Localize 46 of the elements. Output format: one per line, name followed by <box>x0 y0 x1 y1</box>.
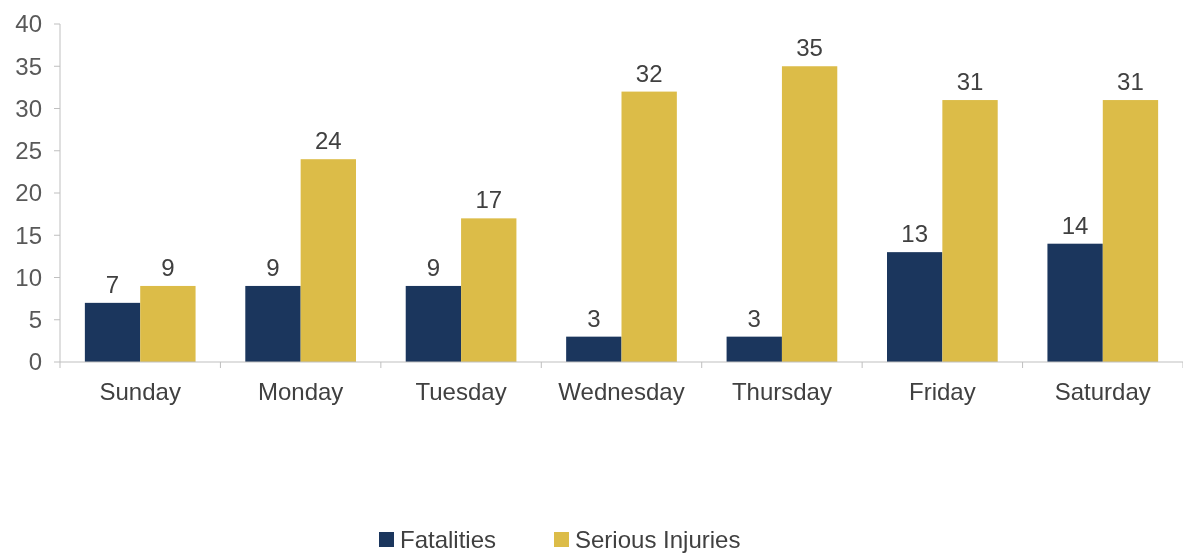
bar <box>461 218 517 362</box>
data-label: 14 <box>1061 211 1089 239</box>
bar <box>621 91 677 362</box>
bar <box>300 159 356 362</box>
legend-label: Fatalities <box>400 526 497 554</box>
bar <box>140 285 196 362</box>
data-label: 9 <box>266 253 280 281</box>
y-tick-label: 20 <box>15 179 42 207</box>
data-label: 35 <box>796 34 823 62</box>
x-tick-label: Friday <box>909 378 976 405</box>
data-label: 9 <box>161 253 175 281</box>
bar <box>781 66 838 362</box>
y-tick-label: 30 <box>15 94 42 122</box>
x-tick-label: Wednesday <box>558 378 685 405</box>
data-label: 9 <box>426 253 441 281</box>
data-label: 31 <box>1117 68 1144 96</box>
bar <box>726 336 782 362</box>
y-tick-label: 40 <box>15 10 42 38</box>
x-tick-label: Thursday <box>731 378 832 405</box>
bar <box>1102 100 1159 362</box>
y-tick-label: 35 <box>15 52 42 80</box>
x-tick-label: Sunday <box>99 378 181 405</box>
y-tick-label: 0 <box>28 348 42 376</box>
data-label: 24 <box>314 127 342 155</box>
y-tick-label: 25 <box>15 137 42 165</box>
data-label: 17 <box>475 186 503 214</box>
data-label: 32 <box>635 59 663 87</box>
data-label: 13 <box>901 220 929 248</box>
y-tick-label: 15 <box>15 221 42 249</box>
bar <box>566 336 622 362</box>
bar <box>245 285 301 362</box>
x-tick-label: Monday <box>257 378 344 405</box>
bar <box>887 252 943 362</box>
y-tick-label: 5 <box>28 306 42 334</box>
data-label: 31 <box>956 68 984 96</box>
bar <box>942 100 998 362</box>
x-tick-label: Tuesday <box>415 378 507 405</box>
bar <box>1047 243 1103 362</box>
y-tick-label: 10 <box>15 263 42 291</box>
data-label: 3 <box>587 304 601 332</box>
data-label: 3 <box>747 304 761 332</box>
legend-label: Serious Injuries <box>575 526 741 554</box>
data-label: 7 <box>105 270 120 298</box>
bar <box>405 285 462 362</box>
bar <box>84 302 141 362</box>
x-tick-label: Saturday <box>1054 378 1151 405</box>
